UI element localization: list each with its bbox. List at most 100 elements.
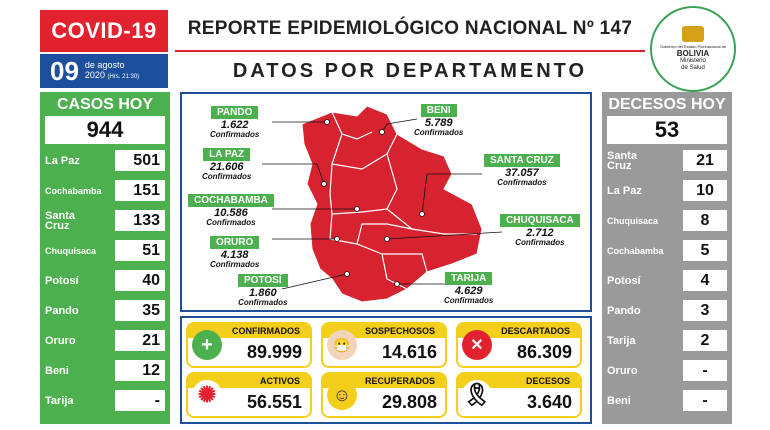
dept-value: 5 — [683, 240, 727, 261]
dept-name: POTOSÍ — [238, 274, 288, 287]
dept-value: - — [683, 390, 727, 411]
dept-confirmed: 21.606 — [209, 161, 244, 173]
covid-badge: COVID-19 — [40, 10, 168, 52]
dept-label: Santa Cruz — [607, 149, 637, 172]
list-item: Tarija - — [45, 390, 165, 411]
dept-value: 51 — [115, 240, 165, 261]
bolivia-map-area: PANDO 1.622 Confirmados BENI 5.789 Confi… — [180, 92, 592, 312]
dept-label: Cochabamba — [607, 245, 664, 256]
dept-confirmed: 2.712 — [526, 227, 554, 239]
stat-value: 14.616 — [381, 342, 437, 362]
dept-confirmed: 4.138 — [220, 249, 249, 261]
bolivia-map — [262, 105, 503, 303]
list-item: Pando 35 — [45, 300, 165, 321]
stat-sospechosos: SOSPECHOSOS 14.616 😷 — [321, 322, 447, 368]
seal-ministry-2: de Salud — [681, 65, 705, 71]
dept-value: 4 — [683, 270, 727, 291]
dept-label: Tarija — [607, 334, 636, 347]
cases-today-total: 944 — [45, 116, 165, 144]
list-item: Potosí 40 — [45, 270, 165, 291]
dept-value: 40 — [115, 270, 165, 291]
dept-name: COCHABAMBA — [188, 194, 274, 207]
list-item: La Paz 501 — [45, 150, 165, 171]
dept-confirmed-label: Confirmados — [238, 298, 288, 307]
department-borders — [329, 111, 477, 290]
cases-today-panel: CASOS HOY 944 La Paz 501 Cochabamba 151 Sa… — [40, 92, 170, 424]
list-item: Santa Cruz 21 — [607, 150, 727, 171]
x-circle-icon: ✕ — [462, 330, 492, 360]
dept-name: SANTA CRUZ — [484, 154, 560, 167]
dept-confirmed-label: Confirmados — [414, 128, 464, 137]
deaths-today-total: 53 — [607, 116, 727, 144]
list-item: Tarija 2 — [607, 330, 727, 351]
deaths-today-title: DECESOS HOY — [608, 96, 726, 113]
dept-label-potosi: POTOSÍ 1.860 Confirmados — [238, 270, 288, 307]
dept-label: Oruro — [45, 334, 76, 347]
dept-label: Pando — [45, 304, 79, 317]
dept-value: - — [115, 390, 165, 411]
smile-icon: ☺ — [327, 380, 357, 410]
dept-label: Potosí — [45, 274, 79, 287]
dept-label: Tarija — [45, 394, 74, 407]
dept-value: - — [683, 360, 727, 381]
list-item: Santa Cruz 133 — [45, 210, 165, 231]
dept-confirmed: 10.586 — [214, 207, 248, 219]
stat-value: 3.640 — [526, 392, 572, 412]
dept-value: 35 — [115, 300, 165, 321]
map-markers — [321, 119, 425, 287]
dept-confirmed: 4.629 — [454, 285, 483, 297]
date-day: 09 — [50, 55, 79, 86]
stat-confirmados: CONFIRMADOS 89.999 + — [186, 322, 312, 368]
dept-label-santa-cruz: SANTA CRUZ 37.057 Confirmados — [484, 150, 560, 187]
list-item: Pando 3 — [607, 300, 727, 321]
dept-label: Beni — [45, 364, 69, 377]
dept-confirmed: 5.789 — [424, 117, 453, 129]
dept-confirmed: 1.622 — [220, 119, 249, 131]
list-item: Cochabamba 5 — [607, 240, 727, 261]
seal-ministry-1: Ministerio — [680, 58, 706, 64]
dept-value: 12 — [115, 360, 165, 381]
dept-label: Cochabamba — [45, 185, 102, 196]
stat-value: 29.808 — [381, 392, 437, 412]
coat-of-arms-icon — [682, 26, 704, 42]
dept-confirmed-label: Confirmados — [210, 260, 260, 269]
national-totals: CONFIRMADOS 89.999 + SOSPECHOSOS 14.616 … — [180, 316, 592, 424]
dept-name: CHUQUISACA — [500, 214, 580, 227]
date-text: de agosto 2020 (Hrs. 21:30) — [85, 60, 139, 82]
list-item: Chuquisaca 8 — [607, 210, 727, 231]
title-divider — [175, 50, 645, 52]
seal-country: BOLIVIA — [676, 49, 710, 58]
cases-today-title: CASOS HOY — [56, 96, 153, 113]
list-item: Oruro - — [607, 360, 727, 381]
virus-icon: ✺ — [192, 380, 222, 410]
dept-value: 21 — [115, 330, 165, 351]
dept-label-cochabamba: COCHABAMBA 10.586 Confirmados — [188, 190, 274, 227]
dept-label-pando: PANDO 1.622 Confirmados — [210, 102, 259, 139]
dept-label: Oruro — [607, 364, 638, 377]
dept-confirmed-label: Confirmados — [515, 238, 565, 247]
date-box: 09 de agosto 2020 (Hrs. 21:30) — [40, 54, 168, 88]
dept-confirmed-label: Confirmados — [202, 172, 252, 181]
list-item: Potosí 4 — [607, 270, 727, 291]
report-title: REPORTE EPIDEMIOLÓGICO NACIONAL Nº 147 — [187, 18, 633, 39]
stat-value: 56.551 — [246, 392, 302, 412]
list-item: Oruro 21 — [45, 330, 165, 351]
dept-label: Santa Cruz — [45, 209, 75, 232]
dept-confirmed: 37.057 — [505, 167, 539, 179]
dept-label-chuquisaca: CHUQUISACA 2.712 Confirmados — [500, 210, 580, 247]
dept-confirmed-label: Confirmados — [210, 130, 260, 139]
dept-confirmed: 1.860 — [249, 287, 277, 299]
date-month: de agosto — [84, 60, 125, 70]
date-year: 2020 — [84, 70, 105, 80]
list-item: La Paz 10 — [607, 180, 727, 201]
ministry-seal: Gobierno del Estado Plurinacional de BOL… — [650, 6, 736, 92]
stat-value: 89.999 — [246, 342, 302, 362]
dept-value: 133 — [115, 210, 165, 231]
mask-face-icon: 😷 — [327, 330, 357, 360]
dept-label: Chuquisaca — [45, 245, 97, 256]
dept-label: Potosí — [607, 274, 641, 287]
dept-name: LA PAZ — [203, 148, 251, 161]
dept-label: Chuquisaca — [607, 215, 659, 226]
list-item: Chuquisaca 51 — [45, 240, 165, 261]
dept-label-oruro: ORURO 4.138 Confirmados — [210, 232, 259, 269]
